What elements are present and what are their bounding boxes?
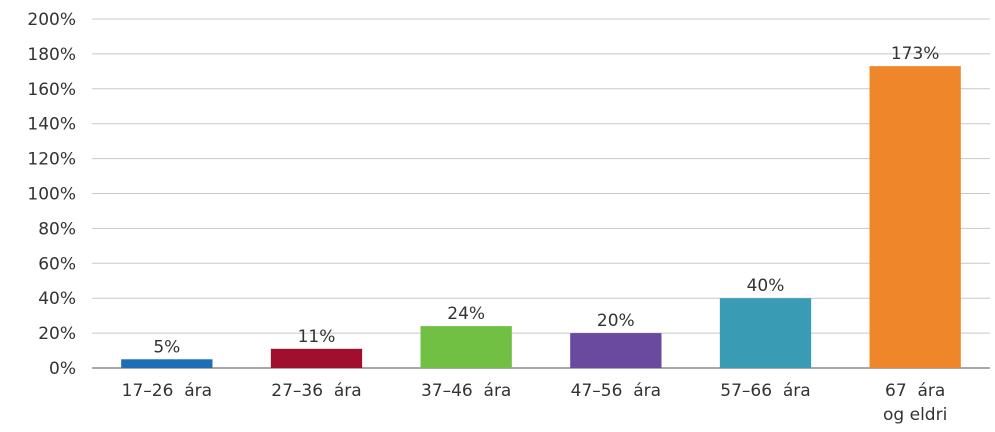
- x-axis-category-labels: 17–26 ára 27–36 ára 37–46 ára 47–56 ára 57–6…: [122, 381, 948, 425]
- x-tick-label: 17–26 ára: [122, 381, 212, 401]
- data-label: 24%: [447, 304, 485, 324]
- y-tick-label: 60%: [38, 254, 76, 274]
- gridlines: [92, 18, 990, 369]
- y-axis-tick-labels: 0% 20% 40% 60% 80% 100% 120% 140% 160% 180% 200%: [27, 10, 76, 379]
- bar: [270, 348, 363, 368]
- y-tick-label: 80%: [38, 219, 76, 239]
- bar: [420, 326, 512, 368]
- x-tick-label: 67 ára: [885, 381, 945, 401]
- bars: [121, 66, 961, 369]
- data-labels: 5% 11% 24% 20% 40% 173%: [153, 44, 939, 357]
- y-tick-label: 40%: [38, 289, 76, 309]
- data-label: 5%: [153, 337, 180, 357]
- y-tick-label: 160%: [27, 80, 76, 100]
- x-tick-label: og eldri: [883, 405, 947, 425]
- y-tick-label: 200%: [27, 10, 76, 30]
- data-label: 20%: [597, 311, 635, 331]
- data-label: 40%: [747, 276, 785, 296]
- bar: [570, 333, 662, 368]
- y-tick-label: 140%: [27, 115, 76, 135]
- data-label: 173%: [891, 44, 940, 64]
- y-tick-label: 100%: [27, 185, 76, 205]
- bar: [869, 66, 961, 369]
- y-tick-label: 20%: [38, 324, 76, 344]
- y-tick-label: 180%: [27, 45, 76, 65]
- x-tick-label: 47–56 ára: [571, 381, 661, 401]
- bar: [719, 298, 812, 368]
- x-tick-label: 27–36 ára: [271, 381, 361, 401]
- x-tick-label: 37–46 ára: [421, 381, 511, 401]
- y-tick-label: 120%: [27, 150, 76, 170]
- y-tick-label: 0%: [49, 359, 76, 379]
- data-label: 11%: [298, 327, 336, 347]
- bar: [121, 359, 213, 368]
- x-tick-label: 57–66 ára: [720, 381, 810, 401]
